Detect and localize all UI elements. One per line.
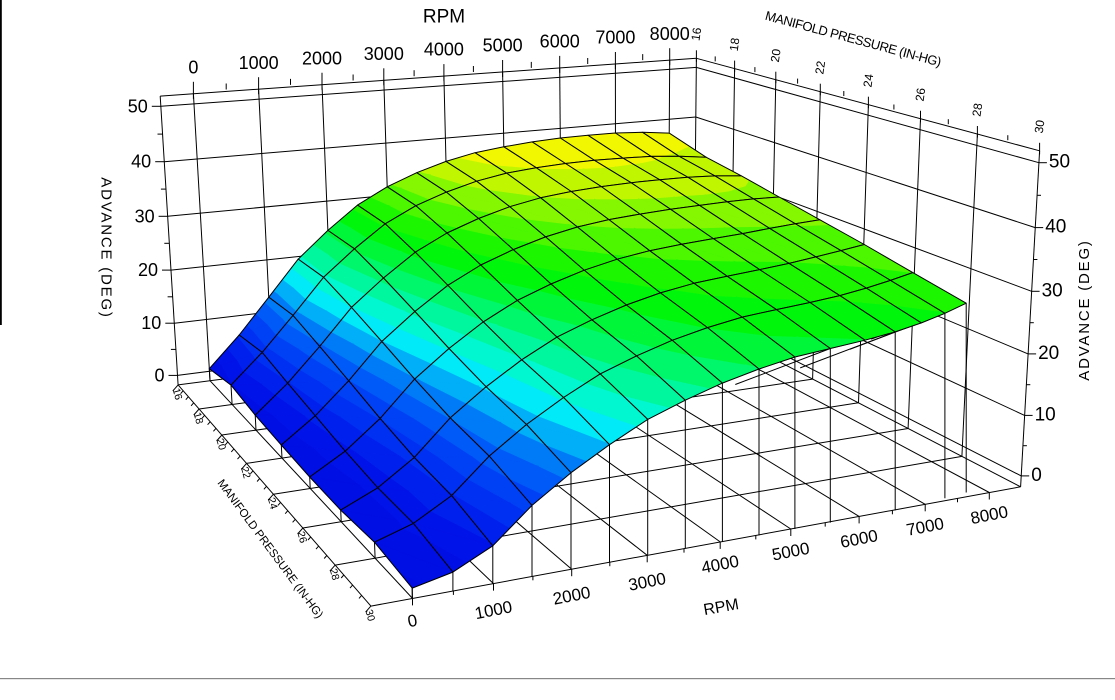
- svg-text:8000: 8000: [650, 24, 690, 44]
- svg-text:22: 22: [238, 465, 253, 480]
- svg-text:4000: 4000: [424, 40, 464, 60]
- svg-text:2000: 2000: [302, 48, 342, 68]
- svg-text:20: 20: [1038, 343, 1059, 364]
- svg-text:18: 18: [191, 411, 206, 426]
- svg-text:7000: 7000: [905, 514, 946, 540]
- svg-text:28: 28: [970, 102, 986, 117]
- svg-text:0: 0: [188, 57, 198, 77]
- svg-text:1000: 1000: [239, 53, 279, 73]
- svg-text:5000: 5000: [770, 539, 811, 565]
- svg-text:0: 0: [154, 365, 164, 385]
- svg-text:ADVANCE (DEG): ADVANCE (DEG): [98, 177, 115, 318]
- svg-text:6000: 6000: [839, 526, 880, 552]
- svg-text:40: 40: [131, 152, 151, 172]
- svg-text:0: 0: [1031, 465, 1042, 486]
- svg-text:2000: 2000: [551, 583, 592, 609]
- svg-text:40: 40: [1045, 217, 1066, 238]
- svg-text:30: 30: [362, 608, 377, 623]
- svg-text:7000: 7000: [595, 28, 635, 48]
- svg-text:30: 30: [135, 206, 155, 226]
- svg-text:26: 26: [913, 87, 929, 102]
- svg-text:1000: 1000: [473, 597, 514, 623]
- svg-text:ADVANCE (DEG): ADVANCE (DEG): [1076, 239, 1093, 380]
- svg-text:3000: 3000: [364, 44, 404, 64]
- svg-text:20: 20: [213, 437, 228, 452]
- svg-text:28: 28: [327, 567, 342, 582]
- svg-text:22: 22: [812, 60, 828, 75]
- svg-text:0: 0: [406, 611, 419, 631]
- svg-text:50: 50: [1049, 152, 1070, 173]
- svg-text:RPM: RPM: [702, 596, 740, 619]
- svg-text:10: 10: [1035, 404, 1056, 425]
- svg-text:5000: 5000: [483, 36, 523, 56]
- svg-text:24: 24: [861, 73, 877, 88]
- svg-text:30: 30: [1032, 119, 1048, 134]
- svg-text:18: 18: [727, 37, 743, 52]
- svg-text:3000: 3000: [627, 569, 668, 595]
- svg-text:MANIFOLD PRESSURE (IN-HG): MANIFOLD PRESSURE (IN-HG): [764, 8, 943, 69]
- svg-text:24: 24: [265, 496, 280, 511]
- svg-text:16: 16: [170, 387, 185, 402]
- svg-text:20: 20: [768, 48, 784, 63]
- svg-text:8000: 8000: [969, 502, 1010, 528]
- svg-text:10: 10: [141, 313, 161, 333]
- svg-text:4000: 4000: [700, 552, 741, 578]
- svg-text:30: 30: [1042, 280, 1063, 301]
- svg-text:6000: 6000: [540, 32, 580, 52]
- svg-text:50: 50: [128, 96, 148, 116]
- svg-text:20: 20: [138, 260, 158, 280]
- svg-text:26: 26: [294, 530, 309, 545]
- svg-text:16: 16: [689, 26, 705, 41]
- svg-text:RPM: RPM: [423, 7, 465, 28]
